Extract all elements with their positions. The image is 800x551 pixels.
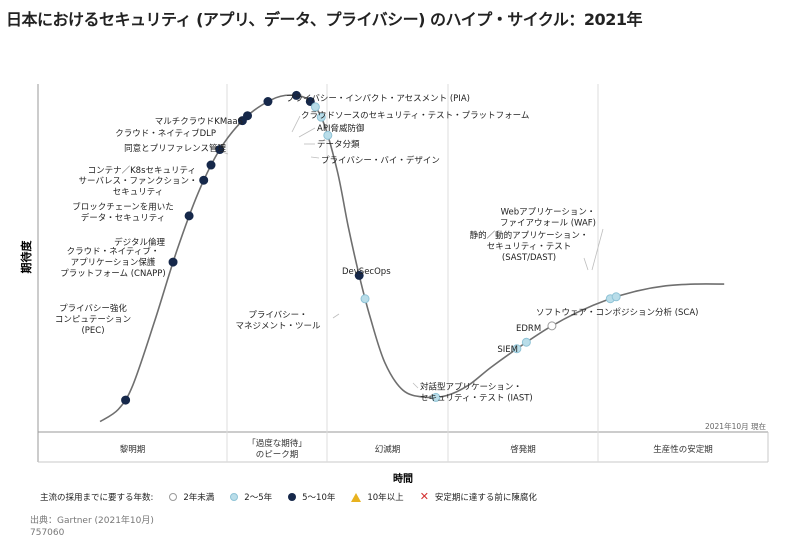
technology-markers [121, 90, 621, 405]
legend-text-lt2: 2年未満 [183, 493, 215, 503]
tech-marker [512, 344, 522, 354]
chart-axes [37, 84, 769, 463]
tech-marker [316, 112, 326, 122]
tech-label: プライバシー・インパクト・アセスメント (PIA) [286, 94, 470, 104]
tech-label: マルチクラウドKMaaS [155, 117, 243, 127]
legend-item-5to10: 5～10年 [288, 491, 335, 503]
tech-label: プライバシー・バイ・デザイン [321, 155, 440, 166]
tech-marker [291, 90, 301, 100]
legend-item-2to5: 2～5年 [230, 491, 272, 503]
tech-marker [121, 395, 131, 405]
tech-marker [305, 96, 315, 106]
tech-marker [323, 130, 333, 140]
legend-text-2to5: 2～5年 [244, 493, 273, 503]
tech-marker [310, 102, 320, 112]
legend-dot-5to10-icon [288, 493, 297, 501]
chart-title: 日本におけるセキュリティ (アプリ、データ、プライバシー) のハイプ・サイクル：… [6, 10, 642, 29]
source-note: 出典：Gartner (2021年10月) 757060 [30, 515, 154, 539]
label-leader [583, 257, 589, 271]
tech-label: クラウドソースのセキュリティ・テスト・プラットフォーム [301, 111, 529, 121]
tech-label: 同意とプリファレンス管理 [124, 143, 226, 154]
tech-label: API脅威防御 [317, 123, 364, 134]
hype-curve [99, 94, 725, 423]
phase-labels: 黎明期 「過度な期待」のピーク期 幻滅期 啓発期 生産性の安定期 [120, 438, 713, 460]
label-leader [591, 228, 604, 271]
label-leader [332, 313, 340, 319]
phase-label: 生産性の安定期 [653, 444, 713, 455]
y-axis-label: 期待度 [19, 240, 33, 274]
phase-label: 黎明期 [120, 444, 146, 455]
legend-item-lt2: 2年未満 [169, 491, 214, 503]
tech-marker [354, 270, 364, 280]
tech-marker [206, 160, 216, 170]
legend-item-obsolete: ✕ 安定期に達する前に陳腐化 [420, 491, 537, 503]
technology-labels: プライバシー強化コンピュテーション(PEC) クラウド・ネイティブ・アプリケーショ… [55, 94, 699, 404]
x-axis-label: 時間 [393, 472, 413, 485]
label-leader [412, 382, 419, 389]
tech-label: プライバシー・マネジメント・ツール [235, 311, 321, 332]
tech-label: クラウド・ネイティブ・アプリケーション保護プラットフォーム (CNAPP) [60, 246, 165, 279]
label-leader [298, 127, 316, 138]
legend-text-gt10: 10年以上 [367, 493, 404, 503]
tech-label: 静的／動的アプリケーション・セキュリティ・テスト(SAST/DAST) [470, 230, 589, 263]
tech-marker [611, 292, 621, 302]
legend-item-gt10: 10年以上 [351, 491, 404, 503]
tech-label: ソフトウェア・コンポジション分析 (SCA) [536, 307, 698, 318]
legend-text-obsolete: 安定期に達する前に陳腐化 [434, 493, 537, 503]
tech-label: ブロックチェーンを用いたデータ・セキュリティ [72, 202, 174, 224]
phase-label: 幻滅期 [375, 444, 401, 455]
phase-label: 「過度な期待」のピーク期 [247, 438, 307, 460]
legend-triangle-gt10-icon [351, 492, 362, 502]
legend-dot-2to5-icon [230, 493, 239, 501]
tech-label: Webアプリケーション・ファイアウォール (WAF) [500, 208, 596, 229]
tech-label: データ分類 [317, 139, 360, 150]
tech-marker [215, 145, 225, 155]
tech-marker [168, 257, 178, 267]
label-leader [291, 115, 301, 133]
tech-marker [360, 294, 370, 304]
label-leader [310, 156, 320, 159]
tech-marker [184, 211, 194, 221]
tech-label: 対話型アプリケーション・セキュリティ・テスト (IAST) [420, 382, 533, 404]
source-line: 出典：Gartner (2021年10月) [30, 516, 154, 526]
as-of-date: 2021年10月 現在 [705, 421, 767, 431]
tech-marker [431, 392, 441, 402]
legend-label: 主流の採用までに要する年数: [40, 493, 154, 503]
tech-label: SIEM [497, 345, 518, 355]
tech-marker [243, 111, 253, 121]
tech-marker [263, 97, 273, 107]
report-id: 757060 [30, 528, 65, 538]
hype-cycle-chart: 黎明期 「過度な期待」のピーク期 幻滅期 啓発期 生産性の安定期 期待度 時間 2021… [19, 84, 769, 485]
tech-marker [199, 175, 209, 185]
tech-label: デジタル倫理 [114, 237, 165, 248]
tech-label: クラウド・ネイティブDLP [115, 128, 216, 139]
legend-text-5to10: 5～10年 [302, 493, 336, 503]
tech-label: EDRM [516, 324, 541, 334]
legend-obsolete-x-icon: ✕ [419, 490, 429, 503]
label-leader-lines [221, 115, 604, 389]
legend-dot-lt2-icon [169, 493, 178, 501]
tech-label: コンテナ／K8sセキュリティ [88, 166, 196, 176]
phase-label: 啓発期 [510, 444, 536, 455]
tech-marker [547, 321, 557, 331]
tech-marker [521, 337, 531, 347]
legend: 主流の採用までに要する年数: 2年未満 2～5年 5～10年 10年以上 ✕ 安… [40, 491, 537, 503]
tech-label: プライバシー強化コンピュテーション(PEC) [55, 303, 131, 336]
tech-label: サーバレス・ファンクション・セキュリティ [79, 177, 198, 198]
tech-label: DevSecOps [342, 267, 391, 277]
